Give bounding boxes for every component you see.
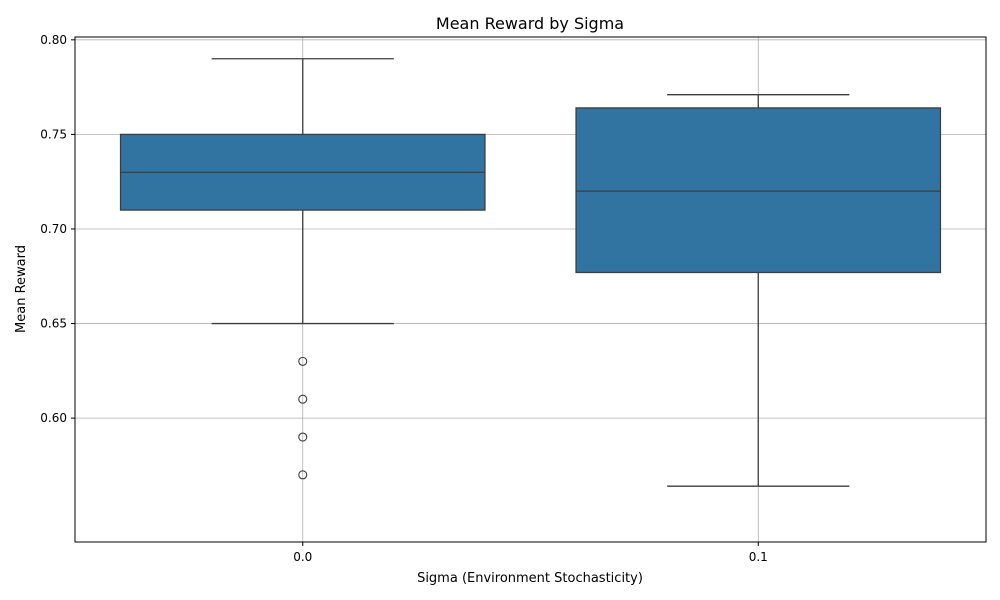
y-tick-label: 0.65	[40, 317, 67, 331]
x-tick-label: 0.1	[749, 550, 768, 564]
x-tick-label: 0.0	[293, 550, 312, 564]
y-axis-label: Mean Reward	[14, 245, 29, 333]
outlier-point	[298, 470, 308, 480]
y-tick-label: 0.70	[40, 222, 67, 236]
y-tick-label: 0.75	[40, 127, 67, 141]
outlier-point	[298, 394, 308, 404]
y-tick-label: 0.80	[40, 33, 67, 47]
iqr-box	[575, 107, 942, 274]
plot-frame	[74, 36, 987, 543]
box-layer	[119, 58, 942, 487]
outlier-point	[298, 356, 308, 366]
box-group	[119, 58, 486, 480]
box-group	[575, 94, 942, 487]
chart-title: Mean Reward by Sigma	[436, 14, 624, 33]
tick-layer: 0.60 0.65 0.70 0.75 0.80 0.0 0.1	[40, 33, 768, 564]
y-tick-label: 0.60	[40, 411, 67, 425]
outlier-point	[298, 432, 308, 442]
x-axis-label: Sigma (Environment Stochasticity)	[417, 571, 643, 586]
